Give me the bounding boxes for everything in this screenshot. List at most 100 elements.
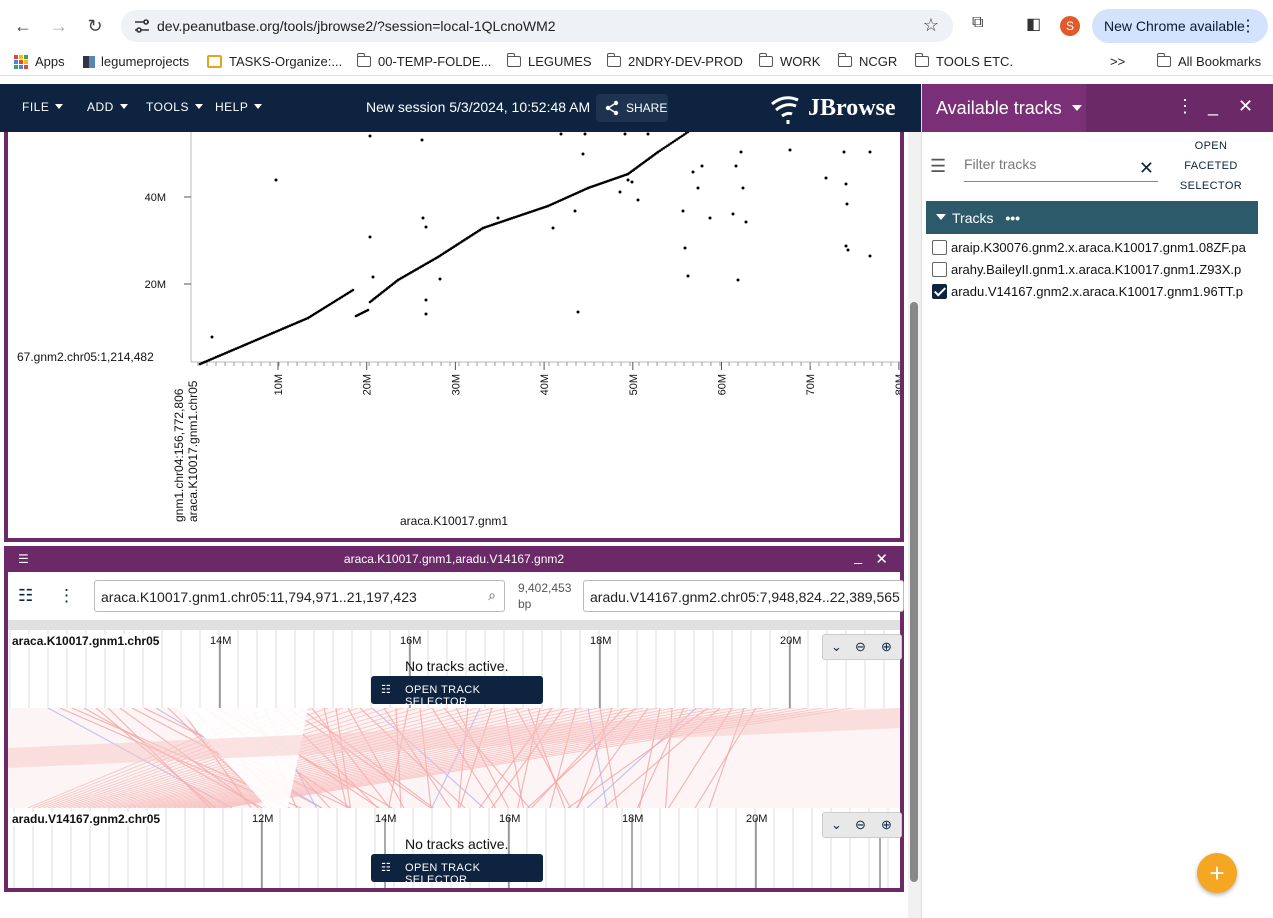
open-faceted-selector-button[interactable]: OPEN FACETED SELECTOR (1176, 136, 1246, 196)
alignment-dot (868, 150, 872, 154)
bookmark-folder-legumes[interactable]: LEGUMES (506, 53, 592, 69)
bookmarks-overflow-icon[interactable]: >> (1110, 54, 1126, 69)
site-settings-icon[interactable] (133, 17, 151, 35)
add-menu[interactable]: ADD (87, 100, 128, 114)
back-icon[interactable]: ← (14, 15, 32, 36)
filter-tracks-input[interactable]: Filter tracks ✕ (964, 156, 1158, 182)
bookmark-folder-tools[interactable]: TOOLS ETC. (914, 53, 1013, 69)
zoom-out-icon[interactable]: ⊖ (855, 639, 866, 654)
collapse-caret-icon (936, 214, 946, 220)
track-checkbox-checked[interactable] (932, 284, 947, 299)
bookmark-star-icon[interactable]: ☆ (922, 15, 939, 35)
bookmark-folder-ncgr[interactable]: NCGR (837, 53, 898, 69)
ruler-bottom[interactable]: 12M14M16M18M20M22M aradu.V14167.gnm2.chr… (8, 808, 902, 888)
file-menu[interactable]: FILE (22, 100, 63, 114)
side-panel-icon[interactable]: ◧ (1026, 16, 1042, 33)
add-track-fab[interactable]: + (1197, 853, 1237, 893)
drawer-minimize-icon[interactable]: _ (1208, 96, 1219, 116)
alignment-dot (842, 150, 846, 154)
tools-menu[interactable]: TOOLS (146, 100, 203, 114)
main-scrollbar[interactable] (908, 132, 921, 918)
extensions-icon[interactable]: ⧉ (972, 14, 984, 31)
view-menu-icon[interactable]: ☰ (18, 552, 29, 566)
chrome-menu-icon[interactable]: ⋮ (1240, 18, 1256, 35)
track-item[interactable]: aradu.V14167.gnm2.x.araca.K10017.gnm1.96… (932, 284, 1273, 306)
bookmark-label: NCGR (859, 54, 898, 69)
alignment-dot (681, 134, 684, 138)
alignment-dot (667, 143, 671, 146)
bookmark-tasks[interactable]: TASKS-Organize:... (207, 54, 342, 69)
chevron-down-icon[interactable]: ⌄ (831, 639, 842, 654)
drawer-menu-icon[interactable]: ⋮ (1176, 96, 1194, 116)
track-checkbox[interactable] (932, 240, 947, 255)
scrollbar-thumb[interactable] (910, 302, 918, 882)
open-track-selector-label: OPEN TRACK SELECTOR (405, 862, 481, 886)
folder-icon (758, 53, 773, 67)
search-icon[interactable]: ⌕ (488, 587, 496, 603)
ruler-tick-label: 18M (622, 813, 643, 825)
url-text[interactable]: dev.peanutbase.org/tools/jbrowse2/?sessi… (157, 18, 556, 34)
folder-icon (837, 53, 852, 67)
location-input-top[interactable]: araca.K10017.gnm1.chr05:11,794,971..21,1… (94, 580, 505, 612)
bookmark-folder-2ndry[interactable]: 2NDRY-DEV-PROD (606, 53, 743, 69)
location-input-bottom[interactable]: aradu.V14167.gnm2.chr05:7,948,824..22,38… (583, 580, 904, 612)
zoom-in-icon[interactable]: ⊕ (881, 639, 892, 654)
drawer-close-icon[interactable]: ✕ (1238, 96, 1254, 116)
synteny-ribbon (515, 708, 572, 808)
dotplot-view[interactable]: 40M 20M 10M 20M 30M 40M 50M 60M 70M 80M 67.gnm2.… (4, 132, 904, 542)
category-options-icon[interactable]: ••• (1005, 210, 1021, 226)
chevron-down-icon[interactable]: ⌄ (831, 817, 842, 832)
track-item[interactable]: arahy.BaileyII.gnm1.x.araca.K10017.gnm1.… (932, 262, 1273, 284)
bookmark-apps[interactable]: Apps (14, 54, 65, 69)
alignment-dot (438, 277, 442, 281)
zoom-out-icon[interactable]: ⊖ (855, 817, 866, 832)
view-options-icon[interactable]: ⋮ (58, 586, 75, 605)
track-checkbox[interactable] (932, 262, 947, 277)
bp-width: 9,402,453 bp (518, 580, 571, 612)
bookmark-folder-temp[interactable]: 00-TEMP-FOLDE... (356, 53, 491, 69)
synteny-ribbons (8, 708, 900, 808)
synteny-track[interactable] (8, 708, 900, 808)
jbrowse-logo: JBrowse (768, 92, 903, 126)
dotplot-alignments (198, 132, 872, 366)
profile-avatar[interactable]: S (1060, 16, 1080, 36)
update-chrome-button[interactable]: New Chrome available ⋮ (1092, 9, 1268, 43)
no-tracks-message-top: No tracks active. (405, 658, 509, 674)
bookmark-all-bookmarks[interactable]: All Bookmarks (1156, 53, 1261, 69)
share-icon (605, 100, 619, 116)
ruler-top-scale: 14M 16M 18M 20M (9, 630, 885, 710)
forward-icon[interactable]: → (50, 15, 68, 36)
address-bar[interactable]: dev.peanutbase.org/tools/jbrowse2/?sessi… (121, 10, 953, 42)
ruler-top[interactable]: 14M 16M 18M 20M araca.K10017.gnm1.chr05 No … (8, 630, 902, 718)
track-item[interactable]: araip.K30076.gnm2.x.araca.K10017.gnm1.08… (932, 240, 1273, 262)
tracks-category-header[interactable]: Tracks ••• (926, 201, 1258, 234)
dotplot-canvas[interactable]: 40M 20M 10M 20M 30M 40M 50M 60M 70M 80M (8, 132, 900, 542)
share-button[interactable]: SHARE (596, 94, 668, 122)
track-list-icon[interactable]: ☷ (18, 586, 34, 605)
alignment-dot (683, 246, 687, 250)
category-menu-icon[interactable]: ☰ (930, 156, 947, 176)
update-chrome-label: New Chrome available (1104, 18, 1245, 34)
y-tick-label: 20M (145, 279, 166, 291)
alignment-dot (551, 226, 555, 230)
alignment-dot (366, 308, 370, 312)
open-track-selector-button-top[interactable]: ☷ OPEN TRACK SELECTOR (371, 676, 543, 708)
alignment-dot (868, 254, 872, 258)
folder-icon (606, 53, 621, 67)
assembly-label-top: araca.K10017.gnm1.chr05 (12, 634, 160, 648)
zoom-in-icon[interactable]: ⊕ (881, 817, 892, 832)
alignment-dot (626, 178, 630, 182)
bookmark-folder-work[interactable]: WORK (758, 53, 820, 69)
help-menu[interactable]: HELP (215, 100, 262, 114)
minimize-view-icon[interactable]: _ (854, 548, 862, 564)
alignment-dot (846, 248, 850, 252)
clear-filter-icon[interactable]: ✕ (1138, 158, 1154, 178)
open-track-selector-button-bottom[interactable]: ☷ OPEN TRACK SELECTOR (371, 854, 543, 886)
drawer-title[interactable]: Available tracks (922, 84, 1086, 132)
reload-icon[interactable]: ↻ (87, 15, 103, 36)
close-view-icon[interactable]: ✕ (875, 551, 888, 568)
session-title[interactable]: New session 5/3/2024, 10:52:48 AM (366, 99, 591, 115)
folder-icon (506, 53, 521, 67)
x-tick-label: 40M (539, 374, 551, 395)
bookmark-legumeprojects[interactable]: legumeprojects (83, 54, 189, 69)
